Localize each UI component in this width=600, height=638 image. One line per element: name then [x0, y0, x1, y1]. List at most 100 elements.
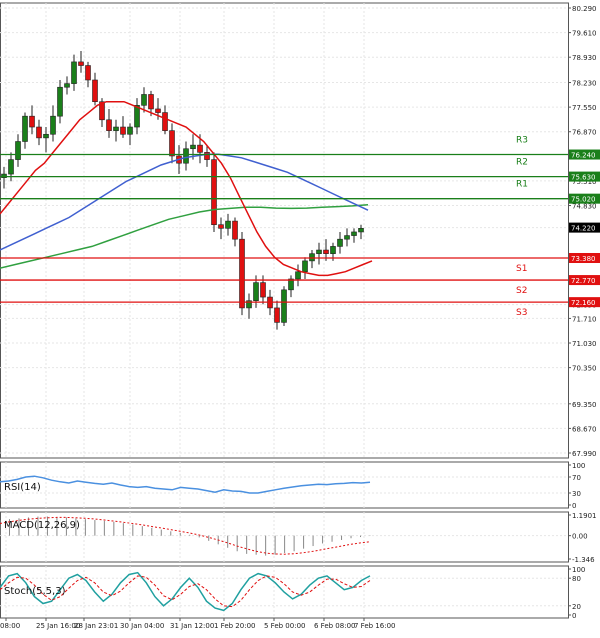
indicator-y-tick-label: 20 [572, 603, 581, 611]
candle-body [239, 238, 245, 309]
price-y-tick-label: 69.350 [572, 401, 597, 409]
candle-body [274, 307, 280, 323]
indicator-y-tick-label: 80 [572, 575, 581, 583]
indicator-y-tick-label: 30 [572, 490, 581, 498]
candle-body [43, 133, 49, 139]
candle-body [106, 119, 112, 131]
level-price-label: 76.240 [571, 152, 596, 160]
candle-body [1, 173, 7, 178]
x-tick-label: 5 Feb 00:00 [264, 622, 305, 630]
price-y-tick-label: 67.990 [572, 450, 597, 458]
x-tick-label: 6 Feb 08:00 [314, 622, 355, 630]
candle-body [36, 126, 42, 139]
indicator-y-tick-label: 0.00 [572, 533, 588, 541]
level-name-s1: S1 [516, 264, 527, 274]
candle-body [22, 115, 28, 142]
price-y-tick-label: 71.710 [572, 315, 597, 323]
stoch-signal-line [0, 575, 371, 608]
current-price-label: 74.220 [571, 225, 596, 233]
level-price-badge [569, 252, 600, 263]
candle-body [134, 105, 140, 128]
indicator-y-tick-label: 1.1901 [572, 512, 597, 520]
level-price-label: 72.160 [571, 299, 596, 307]
candle-body [183, 148, 189, 164]
candle-body [15, 141, 21, 160]
price-y-tick-label: 75.510 [572, 178, 597, 186]
price-y-tick-label: 78.930 [572, 54, 597, 62]
indicator-y-tick-label: 100 [572, 566, 585, 574]
level-price-badge [569, 297, 600, 308]
candle-body [330, 246, 336, 254]
candle-body [50, 115, 56, 135]
candle-body [99, 101, 105, 121]
candle-body [78, 61, 84, 66]
candle-body [323, 249, 329, 254]
candle-body [29, 115, 35, 128]
candle-body [141, 94, 147, 106]
x-tick-label: 08:00 [0, 622, 20, 630]
price-y-tick-label: 76.870 [572, 129, 597, 137]
level-name-r2: R2 [516, 158, 528, 168]
candle-body [295, 271, 301, 280]
candle-body [169, 130, 175, 157]
candle-body [316, 249, 322, 254]
indicator-y-tick-label: 100 [572, 462, 585, 470]
level-price-badge [569, 149, 600, 160]
x-tick-label: 31 Jan 12:00 [170, 622, 214, 630]
candle-body [92, 79, 98, 103]
candle-body [71, 61, 77, 84]
indicator-y-tick-label: 0 [572, 612, 576, 620]
x-tick-label: 7 Feb 16:00 [354, 622, 395, 630]
candle-body [302, 260, 308, 273]
indicator-y-tick-label: -1.346 [572, 556, 595, 564]
candle-body [148, 94, 154, 110]
price-y-tick-label: 79.610 [572, 30, 597, 38]
stoch-title: Stoch(5,5,3) [4, 586, 66, 597]
ma-red-line [0, 100, 373, 277]
price-y-tick-label: 77.550 [572, 104, 597, 112]
candle-body [351, 231, 357, 236]
candle-body [246, 300, 252, 309]
ma-green-line [0, 204, 369, 269]
price-y-tick-label: 71.030 [572, 340, 597, 348]
macd-signal-line [0, 516, 371, 555]
price-y-tick-label: 78.230 [572, 80, 597, 88]
candle-body [190, 144, 196, 150]
level-price-badge [569, 193, 600, 204]
level-name-r3: R3 [516, 136, 528, 146]
x-tick-label: 28 Jan 23:01 [74, 622, 118, 630]
current-price-badge [569, 222, 600, 233]
candle-body [64, 83, 70, 88]
rsi-panel-frame [0, 461, 569, 509]
price-y-tick-label: 68.670 [572, 425, 597, 433]
candle-body [337, 238, 343, 247]
candle-body [211, 159, 217, 226]
candle-body [260, 282, 266, 298]
stoch-main-line [0, 571, 371, 612]
candle-body [218, 224, 224, 229]
level-name-r1: R1 [516, 180, 528, 190]
candle-body [8, 159, 14, 175]
candle-body [288, 278, 294, 291]
x-tick-label: 30 Jan 04:00 [120, 622, 164, 630]
candle-body [155, 108, 161, 113]
level-name-s3: S3 [516, 308, 527, 318]
ma-blue-line [0, 153, 369, 251]
x-tick-label: 25 Jan 16:00 [36, 622, 80, 630]
candle-body [358, 228, 364, 233]
level-name-s2: S2 [516, 286, 527, 296]
price-y-tick-label: 80.290 [572, 5, 597, 13]
candle-body [85, 65, 91, 81]
level-price-label: 72.770 [571, 277, 596, 285]
rsi-title: RSI(14) [4, 482, 41, 493]
level-price-label: 75.630 [571, 174, 596, 182]
candle-body [344, 235, 350, 240]
x-tick-label: 1 Feb 20:00 [214, 622, 255, 630]
level-price-badge [569, 171, 600, 182]
candle-body [120, 126, 126, 135]
candle-body [225, 220, 231, 229]
candle-body [57, 86, 63, 117]
candle-body [253, 282, 259, 301]
